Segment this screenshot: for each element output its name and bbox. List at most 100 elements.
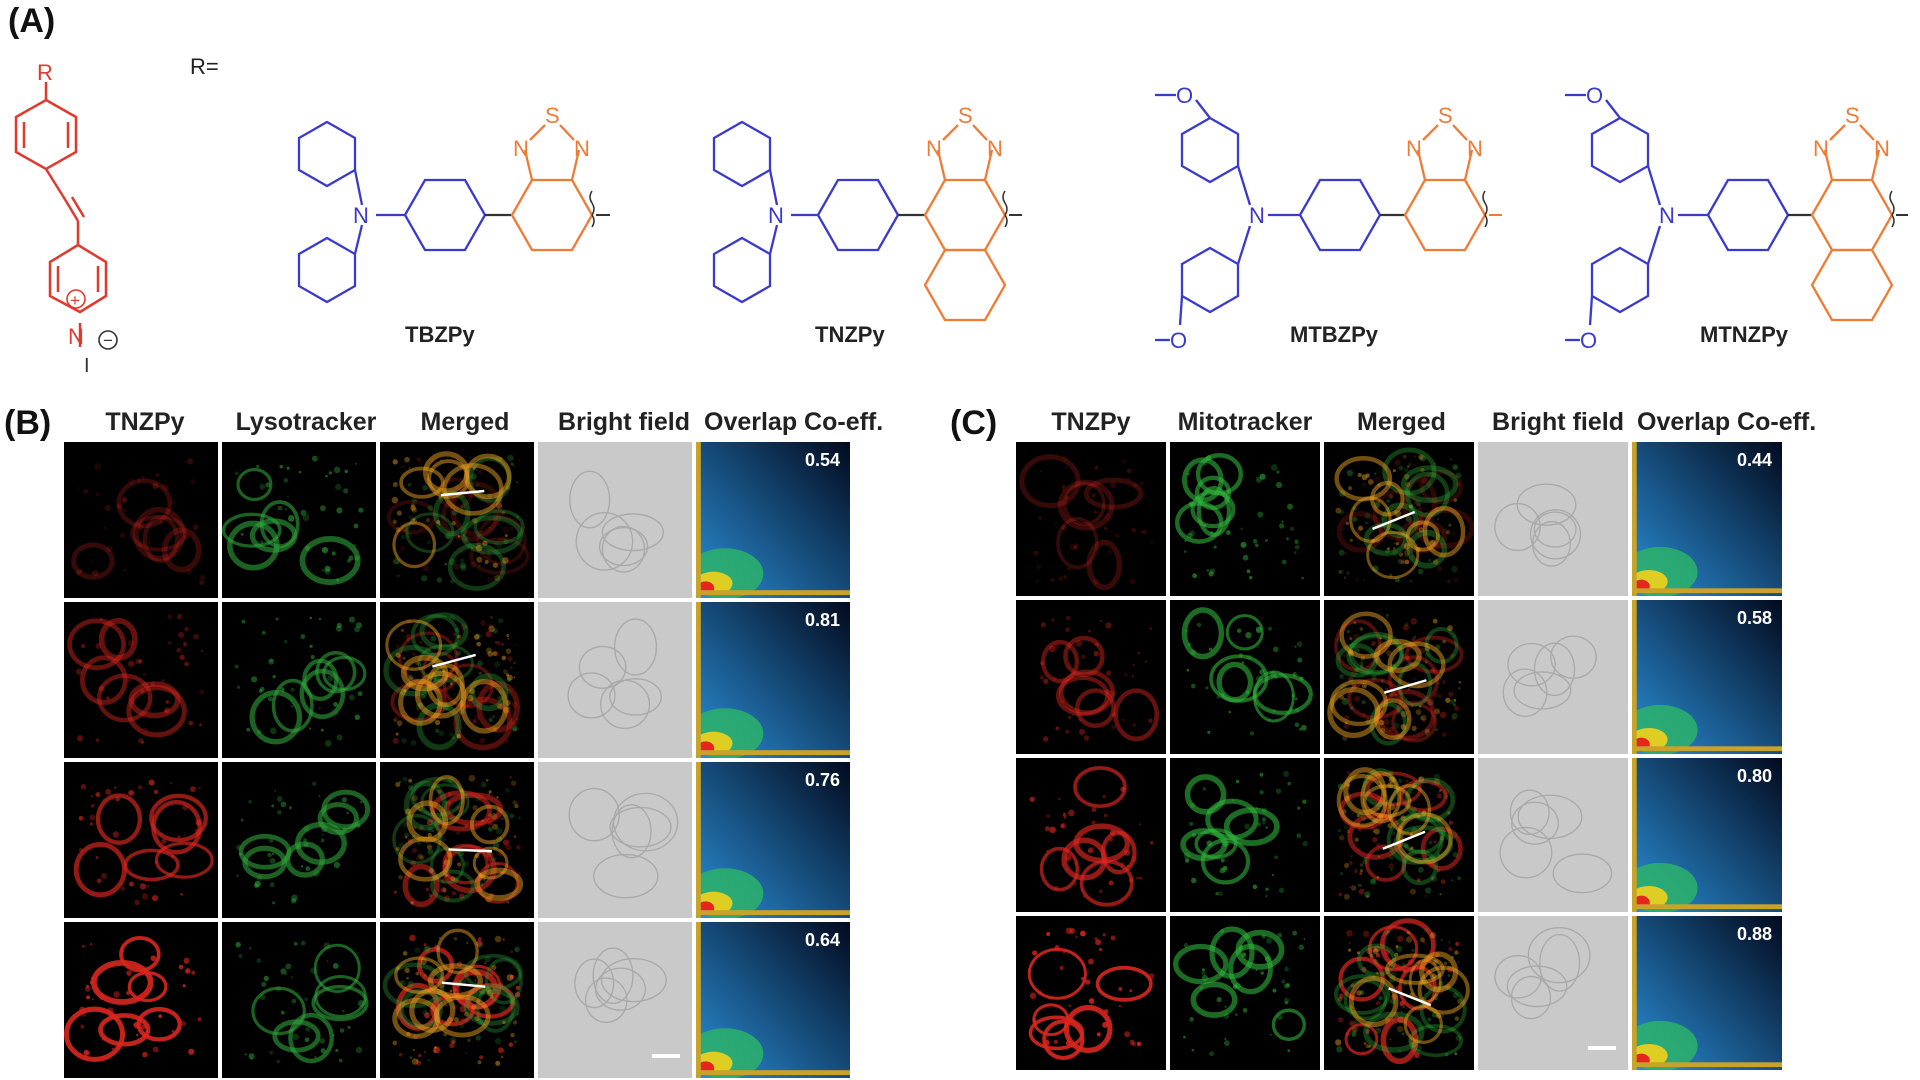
panel-b-row1-overlap-scatter-plot: 0.54 — [696, 442, 850, 598]
tnzpy-s-atom: S — [958, 103, 973, 128]
panel-c-row4-merged-image — [1324, 916, 1474, 1070]
chemical-structure-scheme: R N + − I R= S N N N TBZPy — [14, 54, 1908, 377]
panel-c-row1-probe-graphic — [1016, 442, 1166, 596]
panel-c-row4-brightfield-graphic — [1478, 916, 1628, 1070]
mtbzpy-s-atom: S — [1438, 103, 1453, 128]
panel-b-row3-bright-field-image — [538, 762, 692, 918]
tnzpy-n2-atom: N — [987, 136, 1003, 161]
panel-b-row4-tracker-graphic — [222, 922, 376, 1078]
panel-b-row2-tracker-image — [222, 602, 376, 758]
panel-b-row1-merged-image — [380, 442, 534, 598]
compound-tbzpy-structure: S N N N TBZPy — [297, 103, 610, 347]
panel-c-row4-probe-image — [1016, 916, 1166, 1070]
panel-b-row1-bright-field-image — [538, 442, 692, 598]
panel-c-row1-bright-field-image — [1478, 442, 1628, 596]
panel-c-row2-merged-image — [1324, 600, 1474, 754]
panel-b-row2-overlap-scatter-plot: 0.81 — [696, 602, 850, 758]
panel-c-row1-overlap-scatter-plot: 0.44 — [1632, 442, 1782, 596]
negative-charge-sign: − — [103, 331, 113, 350]
panel-b-row3-probe-graphic — [64, 762, 218, 918]
mtnzpy-n1-atom: N — [1813, 136, 1829, 161]
tbzpy-n1-atom: N — [513, 136, 529, 161]
panel-b-row3-probe-image — [64, 762, 218, 918]
panel-b-row4-brightfield-graphic — [538, 922, 692, 1078]
mtnzpy-n2-atom: N — [1874, 136, 1890, 161]
panel-b-row4-merged-image — [380, 922, 534, 1078]
panel-c-row3-overlap-coefficient: 0.80 — [1736, 766, 1772, 786]
panel-b-image-grid: 0.54 0.81 0.76 0.64 — [64, 442, 850, 1078]
panel-b-header-merged: Merged — [420, 408, 510, 436]
panel-b-row3-merged-graphic — [380, 762, 534, 918]
positive-charge-sign: + — [70, 291, 80, 310]
panel-b-row4-probe-image — [64, 922, 218, 1078]
panel-c-row2-tracker-image — [1170, 600, 1320, 754]
tnzpy-n1-atom: N — [926, 136, 942, 161]
compound-mtnzpy-structure: O O S N N N MTNZPy — [1565, 83, 1908, 353]
panel-b-header-probe: TNZPy — [105, 408, 185, 436]
panel-c-row3-probe-graphic — [1016, 758, 1166, 912]
panel-c-row2-overlap-graphic — [1632, 600, 1782, 754]
panel-b-header-overlap: Overlap Co-eff. — [704, 408, 884, 436]
panel-b-row1-probe-graphic — [64, 442, 218, 598]
tbzpy-n2-atom: N — [574, 136, 590, 161]
panel-c-row4-merged-graphic — [1324, 916, 1474, 1070]
panel-b-row2-brightfield-graphic — [538, 602, 692, 758]
panel-c-row1-tracker-graphic — [1170, 442, 1320, 596]
panel-b-row4-bright-field-image — [538, 922, 692, 1078]
panel-c-scale-bar — [1588, 1046, 1616, 1050]
tbzpy-s-atom: S — [545, 103, 560, 128]
panel-b-row4-merged-graphic — [380, 922, 534, 1078]
panel-c-row3-tracker-graphic — [1170, 758, 1320, 912]
panel-c-row4-tracker-graphic — [1170, 916, 1320, 1070]
panel-b-row1-tracker-image — [222, 442, 376, 598]
panel-c-row2-bright-field-image — [1478, 600, 1628, 754]
panel-a-label: (A) — [8, 2, 56, 40]
panel-b-row2-probe-graphic — [64, 602, 218, 758]
panel-b-row3-overlap-scatter-plot: 0.76 — [696, 762, 850, 918]
mtbzpy-amine-n-atom: N — [1249, 203, 1265, 228]
panel-c-image-grid: 0.44 0.58 0.80 0.88 — [1016, 442, 1782, 1070]
panel-c-row2-probe-graphic — [1016, 600, 1166, 754]
panel-c-row2-tracker-graphic — [1170, 600, 1320, 754]
panel-b-row1-overlap-graphic — [696, 442, 850, 598]
panel-c-header-tracker: Mitotracker — [1177, 408, 1313, 436]
panel-b-row4-overlap-graphic — [696, 922, 850, 1078]
compound-mtbzpy-structure: O O S N N N MTBZPy — [1155, 83, 1502, 353]
panel-b-row3-tracker-image — [222, 762, 376, 918]
mtnzpy-o2-atom: O — [1580, 328, 1597, 353]
panel-b-row3-overlap-coefficient: 0.76 — [804, 770, 840, 790]
mtnzpy-o1-atom: O — [1586, 83, 1603, 108]
panel-b-row4-tracker-image — [222, 922, 376, 1078]
compound-name-mtbzpy: MTBZPy — [1290, 322, 1379, 347]
panel-b-row2-merged-graphic — [380, 602, 534, 758]
panel-c-row1-tracker-image — [1170, 442, 1320, 596]
panel-b-row4-overlap-scatter-plot: 0.64 — [696, 922, 850, 1078]
tbzpy-amine-n-atom: N — [353, 203, 369, 228]
mtbzpy-n1-atom: N — [1406, 136, 1422, 161]
pyridinium-core-structure — [14, 82, 118, 350]
panel-b-label: (B) — [4, 404, 52, 442]
pyridinium-n-atom: N — [68, 324, 84, 349]
panel-b-scale-bar — [652, 1054, 680, 1058]
panel-c-row3-overlap-scatter-plot: 0.80 — [1632, 758, 1782, 912]
panel-b-row2-probe-image — [64, 602, 218, 758]
mtnzpy-s-atom: S — [1845, 103, 1860, 128]
mtbzpy-o2-atom: O — [1170, 328, 1187, 353]
panel-c-row4-tracker-image — [1170, 916, 1320, 1070]
panel-c-row3-tracker-image — [1170, 758, 1320, 912]
mtnzpy-amine-n-atom: N — [1659, 203, 1675, 228]
panel-c-row1-overlap-coefficient: 0.44 — [1736, 450, 1772, 470]
panel-c-header-overlap: Overlap Co-eff. — [1637, 408, 1817, 436]
tnzpy-amine-n-atom: N — [768, 203, 784, 228]
compound-name-tbzpy: TBZPy — [405, 322, 475, 347]
panel-c-row2-probe-image — [1016, 600, 1166, 754]
panel-c-row3-merged-graphic — [1324, 758, 1474, 912]
panel-c-row1-merged-image — [1324, 442, 1474, 596]
panel-b-row2-tracker-graphic — [222, 602, 376, 758]
panel-b-row2-bright-field-image — [538, 602, 692, 758]
panel-b-header-row: TNZPy Lysotracker Merged Bright field Ov… — [64, 408, 884, 437]
panel-c-row4-overlap-graphic — [1632, 916, 1782, 1070]
panel-b-row1-overlap-coefficient: 0.54 — [804, 450, 840, 470]
panel-c-header-row: TNZPy Mitotracker Merged Bright field Ov… — [1016, 408, 1817, 437]
panel-c-row4-overlap-scatter-plot: 0.88 — [1632, 916, 1782, 1070]
